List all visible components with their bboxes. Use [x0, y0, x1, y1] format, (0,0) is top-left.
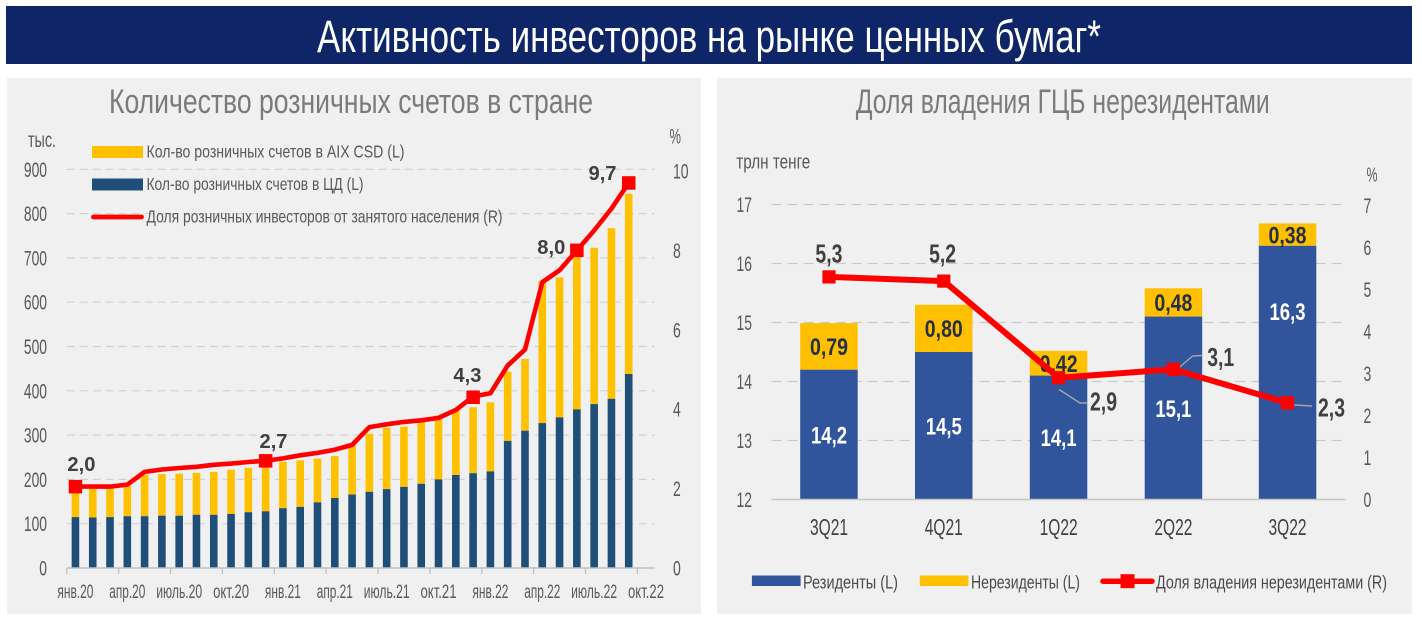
svg-text:янв.20: янв.20 — [57, 582, 93, 603]
svg-text:Нерезиденты (L): Нерезиденты (L) — [971, 573, 1080, 593]
svg-text:500: 500 — [24, 336, 47, 359]
svg-text:8: 8 — [673, 240, 681, 263]
svg-text:окт.22: окт.22 — [628, 582, 664, 603]
svg-text:Кол-во розничных счетов в ЦД (: Кол-во розничных счетов в ЦД (L) — [147, 174, 364, 194]
svg-text:Доля розничных инвесторов от з: Доля розничных инвесторов от занятого на… — [147, 207, 503, 227]
svg-text:3,1: 3,1 — [1207, 344, 1234, 372]
svg-text:15: 15 — [737, 312, 753, 335]
svg-text:Активность инвесторов на рынке: Активность инвесторов на рынке ценных бу… — [317, 11, 1101, 62]
svg-text:2,9: 2,9 — [1090, 389, 1117, 417]
svg-text:16,3: 16,3 — [1270, 299, 1306, 326]
svg-text:Кол-во розничных счетов в AIX: Кол-во розничных счетов в AIX CSD (L) — [147, 142, 405, 162]
svg-text:%: % — [670, 125, 682, 149]
svg-text:окт.21: окт.21 — [421, 582, 457, 603]
svg-text:6: 6 — [1364, 237, 1372, 260]
svg-text:3: 3 — [1364, 363, 1372, 386]
svg-text:0,38: 0,38 — [1269, 222, 1307, 249]
svg-text:3Q22: 3Q22 — [1269, 514, 1307, 540]
svg-text:300: 300 — [24, 425, 47, 448]
svg-text:12: 12 — [737, 489, 753, 512]
svg-text:Доля владения ГЦБ нерезидентам: Доля владения ГЦБ нерезидентами — [856, 83, 1270, 121]
svg-text:4Q21: 4Q21 — [925, 514, 963, 540]
svg-text:2: 2 — [673, 478, 681, 501]
svg-text:0: 0 — [673, 558, 681, 581]
svg-text:700: 700 — [24, 247, 47, 270]
svg-text:14,2: 14,2 — [811, 422, 847, 449]
svg-text:17: 17 — [737, 194, 753, 217]
svg-text:0: 0 — [1364, 489, 1372, 512]
svg-text:8,0: 8,0 — [537, 236, 565, 259]
svg-text:900: 900 — [24, 159, 47, 182]
svg-text:июль.20: июль.20 — [156, 582, 202, 603]
svg-text:янв.22: янв.22 — [472, 582, 508, 603]
svg-text:2,3: 2,3 — [1318, 395, 1345, 423]
svg-text:14: 14 — [737, 371, 753, 394]
svg-text:0,80: 0,80 — [925, 316, 963, 343]
svg-text:5,2: 5,2 — [929, 240, 956, 268]
svg-text:15,1: 15,1 — [1155, 396, 1191, 423]
svg-text:5: 5 — [1364, 279, 1372, 302]
svg-text:0,79: 0,79 — [810, 334, 848, 361]
svg-text:янв.21: янв.21 — [265, 582, 301, 603]
svg-text:9,7: 9,7 — [589, 162, 617, 185]
svg-text:10: 10 — [673, 161, 689, 184]
svg-text:13: 13 — [737, 430, 753, 453]
svg-text:200: 200 — [24, 469, 47, 492]
svg-text:апр.21: апр.21 — [317, 582, 353, 603]
svg-text:апр.22: апр.22 — [524, 582, 560, 603]
svg-text:2: 2 — [1364, 405, 1372, 428]
svg-text:4,3: 4,3 — [453, 364, 481, 387]
svg-text:4: 4 — [673, 399, 681, 422]
svg-text:100: 100 — [24, 513, 47, 536]
svg-text:тыс.: тыс. — [28, 128, 56, 152]
svg-text:800: 800 — [24, 203, 47, 226]
svg-text:2,7: 2,7 — [260, 430, 288, 453]
svg-text:Количество розничных счетов в: Количество розничных счетов в стране — [109, 83, 593, 121]
svg-text:600: 600 — [24, 292, 47, 315]
svg-text:16: 16 — [737, 253, 753, 276]
svg-text:0,48: 0,48 — [1154, 290, 1192, 317]
svg-text:2,0: 2,0 — [67, 453, 95, 476]
svg-text:%: % — [1367, 165, 1378, 187]
svg-text:трлн тенге: трлн тенге — [736, 152, 810, 174]
svg-text:400: 400 — [24, 380, 47, 403]
svg-text:5,3: 5,3 — [815, 240, 842, 268]
svg-text:окт.20: окт.20 — [213, 582, 249, 603]
svg-text:0: 0 — [39, 558, 47, 581]
svg-text:4: 4 — [1364, 321, 1372, 344]
svg-text:7: 7 — [1364, 195, 1372, 218]
svg-text:2Q22: 2Q22 — [1154, 514, 1192, 540]
svg-text:Резиденты (L): Резиденты (L) — [803, 573, 898, 593]
svg-text:14,5: 14,5 — [926, 413, 962, 440]
svg-text:1: 1 — [1364, 447, 1372, 470]
svg-text:3Q21: 3Q21 — [810, 514, 848, 540]
svg-text:1Q22: 1Q22 — [1040, 514, 1078, 540]
svg-text:14,1: 14,1 — [1041, 425, 1077, 452]
svg-text:июль.22: июль.22 — [571, 582, 617, 603]
svg-text:апр.20: апр.20 — [109, 582, 145, 603]
svg-text:Доля владения нерезидентами (R: Доля владения нерезидентами (R) — [1156, 573, 1387, 593]
svg-text:июль.21: июль.21 — [364, 582, 410, 603]
svg-text:6: 6 — [673, 319, 681, 342]
